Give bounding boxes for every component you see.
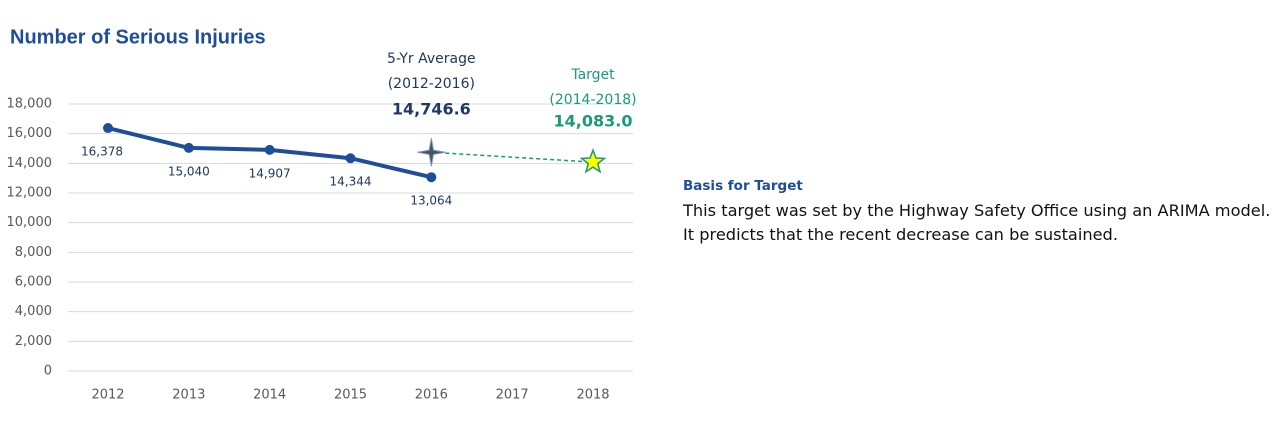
target-marker	[579, 147, 607, 174]
x-tick-label: 2017	[496, 388, 529, 403]
projection-line	[431, 151, 594, 163]
data-label: 13,064	[410, 194, 452, 208]
target-value: 14,083.0	[554, 112, 633, 131]
chart: Number of Serious Injuries 0 2,000 4,000 6,…	[7, 26, 637, 403]
average-marker	[417, 138, 446, 167]
y-tick-label: 4,000	[15, 304, 52, 319]
x-tick-label: 2015	[334, 388, 367, 403]
y-tick-label: 0	[44, 364, 52, 379]
point	[183, 142, 194, 153]
y-tick-label: 16,000	[7, 126, 53, 141]
average-value: 14,746.6	[392, 100, 471, 119]
y-tick-label: 8,000	[15, 245, 52, 260]
chart-title: Number of Serious Injuries	[10, 26, 266, 48]
y-tick-label: 6,000	[15, 275, 52, 290]
x-tick-label: 2016	[415, 388, 448, 403]
average-period: (2012-2016)	[388, 76, 475, 92]
data-label: 15,040	[168, 164, 210, 178]
average-label: 5-Yr Average	[387, 51, 476, 67]
x-tick-label: 2013	[172, 388, 205, 403]
target-label: Target	[570, 67, 615, 83]
y-tick-label: 10,000	[7, 215, 53, 230]
x-tick-label: 2018	[576, 388, 609, 403]
y-tick-label: 14,000	[7, 156, 53, 171]
data-label: 14,344	[330, 175, 372, 189]
note-text: This target was set by the Highway Safet…	[683, 201, 1271, 244]
side-note: Basis for Target This target was set by …	[683, 178, 1280, 247]
x-tick-label: 2014	[253, 388, 286, 403]
target-period: (2014-2018)	[549, 92, 636, 108]
y-tick-label: 18,000	[7, 97, 53, 112]
data-label: 14,907	[249, 166, 291, 180]
y-tick-label: 12,000	[7, 186, 53, 201]
point	[345, 153, 356, 164]
y-tick-label: 2,000	[15, 334, 52, 349]
x-tick-label: 2012	[91, 388, 124, 403]
point	[103, 123, 113, 134]
point	[426, 172, 437, 183]
point	[264, 144, 275, 155]
data-label: 16,378	[81, 145, 123, 159]
note-heading: Basis for Target	[683, 178, 803, 194]
